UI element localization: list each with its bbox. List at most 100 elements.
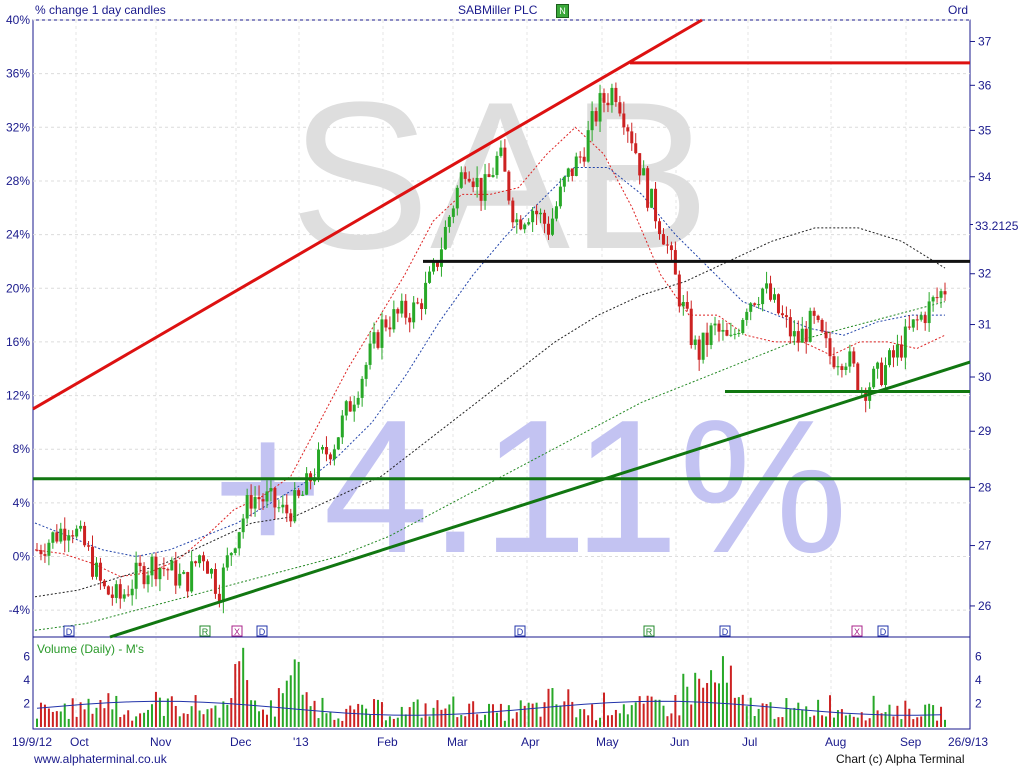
volume-bar [396,717,399,727]
candle-body [424,282,428,310]
x-tick-label: Apr [521,735,540,749]
candle-body [122,594,126,599]
volume-bar [119,717,122,727]
candle-body [824,331,828,339]
candle-body [202,555,206,562]
candle-body [293,490,297,522]
volume-bar [43,704,46,727]
left-y-axis: 40% 36% 32% 28% 24% 20% 16% 12% 8% 4% 0% -4% [6,13,30,617]
volume-bar [884,712,887,727]
candle-body [380,319,384,348]
volume-bar [773,718,776,727]
volume-bar [412,701,415,727]
volume-bar [210,708,213,727]
volume-bar [357,703,360,727]
volume-title: Volume (Daily) - M's [37,642,144,656]
volume-bar [75,716,78,727]
candle-body [332,449,336,460]
candle-body [721,329,725,332]
candle-body [796,331,800,343]
candle-body [483,174,487,201]
volume-bar [242,647,245,727]
candle-body [110,594,114,598]
candle-body [443,226,447,250]
volume-bar [840,709,843,727]
candle-body [428,271,432,283]
x-tick-label: '13 [293,735,309,749]
candle-body [253,497,257,509]
y-left-tick-label: 12% [6,389,30,403]
candle-body [221,567,225,602]
volume-bar [456,717,459,727]
candle-body [614,87,618,103]
volume-bar [614,709,617,727]
candle-body [451,208,455,217]
volume-bar [103,708,106,727]
candle-body [729,334,733,336]
volume-bar [876,710,879,727]
volume-bar [785,698,788,727]
volume-bar [166,698,169,727]
volume-bar [444,708,447,727]
candle-body [646,168,650,208]
footer-website[interactable]: www.alphaterminal.co.uk [34,752,167,766]
volume-bar [420,717,423,727]
volume-bar [817,699,820,727]
volume-bar [606,715,609,727]
y-left-tick-label: 20% [6,281,30,295]
candle-body [412,302,416,323]
candle-body [55,532,59,542]
candle-body [757,304,761,306]
volume-bar [531,703,534,727]
candle-body [634,143,638,154]
candle-body [281,504,285,508]
candle-body [761,288,765,305]
volume-bar [908,708,911,727]
volume-bar [400,706,403,727]
volume-bar [832,717,835,727]
volume-bar [813,715,816,727]
candle-body [209,568,213,574]
volume-bar [174,705,177,727]
volume-bar [733,697,736,727]
news-badge-icon[interactable]: N [556,4,569,18]
y-left-tick-label: 16% [6,335,30,349]
candle-body [554,206,558,219]
volume-bar [91,713,94,727]
candle-body [150,556,154,576]
candle-body [523,224,527,230]
candle-body [907,326,911,328]
footer-credit: Chart (c) Alpha Terminal [836,752,965,766]
candle-body [725,329,729,336]
candle-body [765,283,769,289]
volume-bar [464,716,467,727]
candle-body [741,319,745,334]
volume-bar [650,696,653,727]
volume-bar [848,714,851,727]
candle-body [681,302,685,307]
volume-bar [230,698,233,727]
candle-body [895,344,899,358]
candle-body [98,562,102,581]
volume-bar [95,707,98,727]
volume-bar [511,718,514,727]
volume-bar [436,700,439,727]
y-right-tick-label: 29 [978,424,992,438]
event-marker-D [877,625,889,637]
candles [35,82,947,614]
candle-body [638,153,642,176]
x-tick-label: Aug [825,735,846,749]
candle-body [59,528,63,542]
volume-bar [495,712,498,727]
candle-body [598,93,602,122]
candle-body [91,546,95,577]
candle-body [79,525,83,529]
candle-body [705,332,709,345]
volume-bar [662,705,665,727]
volume-bar [714,682,717,727]
candle-body [43,554,47,556]
candle-body [261,499,265,502]
candle-body [832,356,836,368]
